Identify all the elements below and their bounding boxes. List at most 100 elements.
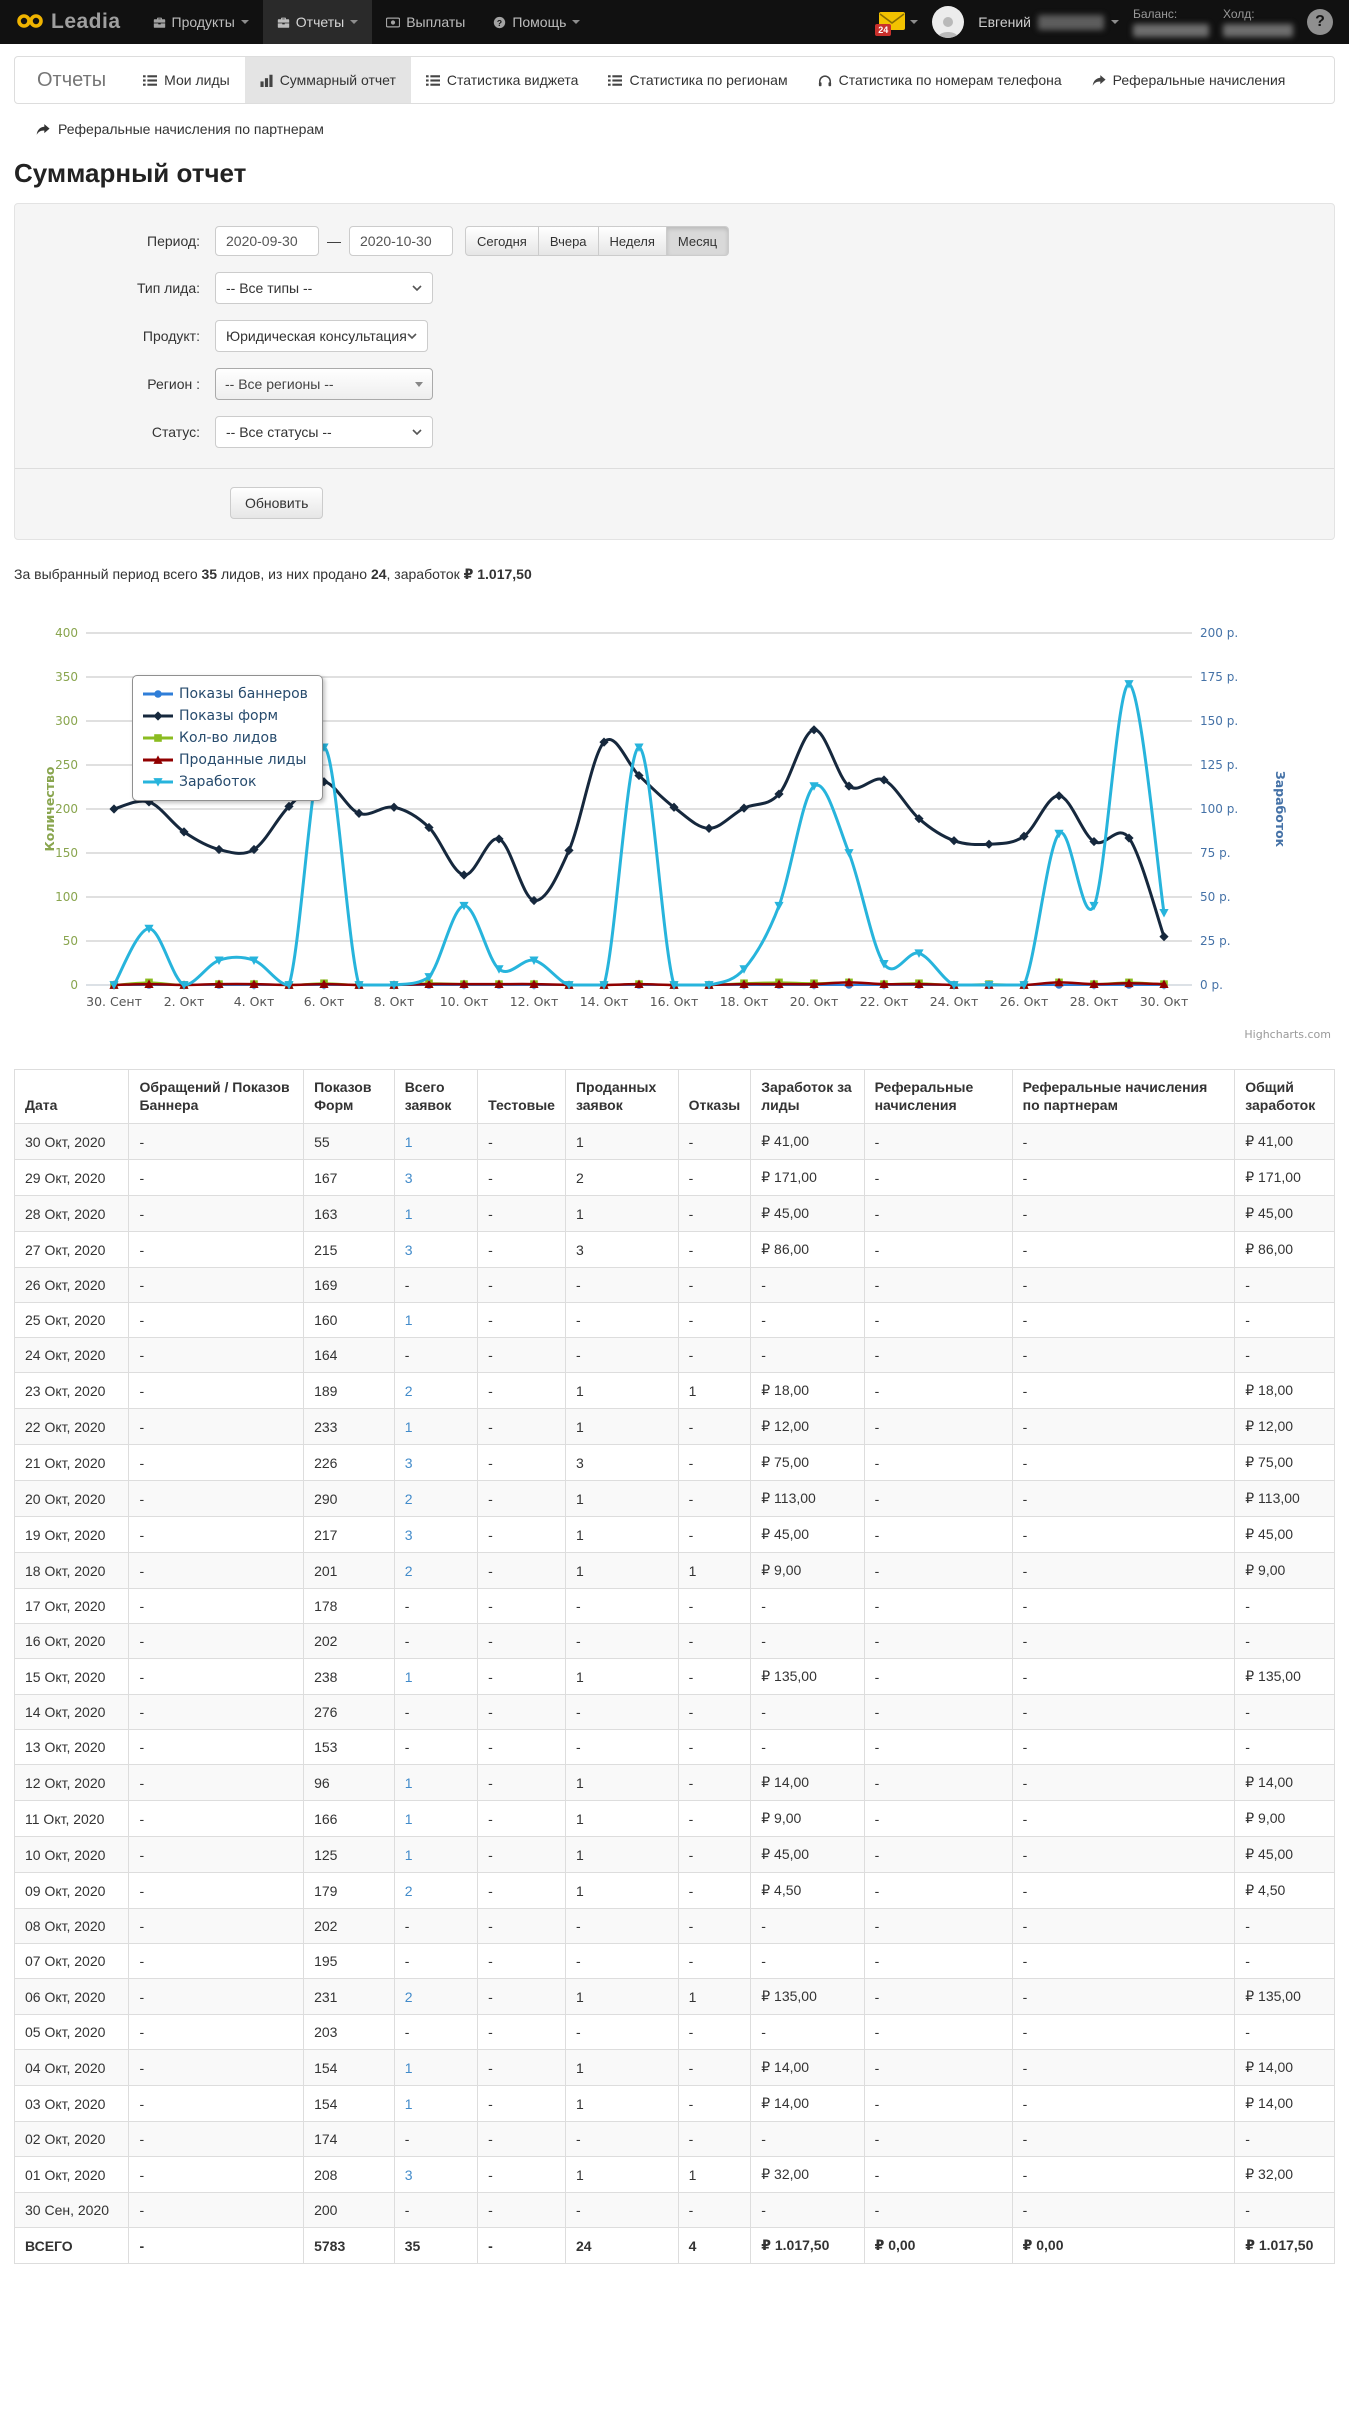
cell: - xyxy=(1011,1372,1236,1409)
status-select[interactable]: -- Все статусы -- xyxy=(215,416,433,448)
lead-count-link[interactable]: 3 xyxy=(404,1241,413,1258)
y-left-axis-title: Количество xyxy=(42,766,57,851)
lead-count-link[interactable]: 2 xyxy=(404,1988,413,2005)
cell: 160 xyxy=(303,1302,395,1338)
lead-count-link[interactable]: 2 xyxy=(404,1882,413,1899)
cell: - xyxy=(1234,1302,1335,1338)
cell: - xyxy=(863,1588,1013,1624)
breadcrumb[interactable]: Реферальные начисления по партнерам xyxy=(14,114,1335,144)
cell: ₽ 135,00 xyxy=(1234,1978,1335,2015)
x-tick-label: 12. Окт xyxy=(510,994,559,1009)
lead-count-link[interactable]: 1 xyxy=(404,1133,413,1150)
cell: - xyxy=(128,2227,305,2264)
lead-count-link[interactable]: 3 xyxy=(404,1454,413,1471)
cell: ₽ 32,00 xyxy=(1234,2156,1335,2193)
svg-text:?: ? xyxy=(497,17,502,27)
help-icon[interactable]: ? xyxy=(1307,9,1333,35)
btn-today[interactable]: Сегодня xyxy=(465,226,539,256)
tab-referral-accruals[interactable]: Реферальные начисления xyxy=(1077,57,1301,103)
lead-count-link[interactable]: 2 xyxy=(404,1490,413,1507)
tab-phone-stats[interactable]: Статистика по номерам телефона xyxy=(803,57,1077,103)
cell: 202 xyxy=(303,1908,395,1944)
status-value: -- Все статусы -- xyxy=(226,424,332,440)
x-tick-label: 8. Окт xyxy=(374,994,415,1009)
product-select[interactable]: Юридическая консультация xyxy=(215,320,428,352)
lead-count-link[interactable]: 3 xyxy=(404,1526,413,1543)
cell: - xyxy=(564,1337,679,1373)
legend-item-4[interactable]: Заработок xyxy=(143,771,308,793)
nav-item-products[interactable]: Продукты xyxy=(139,0,263,44)
lead-count-link[interactable]: 2 xyxy=(404,1382,413,1399)
date-from-input[interactable] xyxy=(215,226,319,256)
column-header: Обращений / Показов Баннера xyxy=(128,1069,305,1124)
mail-menu[interactable]: 24 xyxy=(875,11,919,36)
cell: - xyxy=(863,1123,1013,1160)
update-button[interactable]: Обновить xyxy=(230,487,324,519)
dropdown-arrow-icon xyxy=(415,381,423,387)
lead-count-link[interactable]: 1 xyxy=(404,1846,413,1863)
avatar[interactable] xyxy=(932,6,965,38)
tab-my-leads[interactable]: Мои лиды xyxy=(128,57,245,103)
cell: - xyxy=(477,1908,566,1944)
cell: ₽ 12,00 xyxy=(1234,1408,1335,1445)
cell: 164 xyxy=(303,1337,395,1373)
user-menu[interactable]: Евгений xyxy=(978,14,1119,30)
cell: - xyxy=(393,1588,479,1624)
cell: - xyxy=(1011,1231,1236,1268)
lead-count-link[interactable]: 1 xyxy=(404,1774,413,1791)
legend-label: Показы баннеров xyxy=(179,686,308,702)
lead-count-link[interactable]: 3 xyxy=(404,1169,413,1186)
nav-item-payments[interactable]: Выплаты xyxy=(372,0,479,44)
date-cell: 14 Окт, 2020 xyxy=(13,1694,130,1730)
brand-logo[interactable]: Leadia xyxy=(0,0,139,44)
cell: ₽ 14,00 xyxy=(1234,2085,1335,2122)
lead-type-select[interactable]: -- Все типы -- xyxy=(215,272,433,304)
nav-item-reports[interactable]: Отчеты xyxy=(262,0,373,44)
cell: - xyxy=(128,1372,305,1409)
cell: - xyxy=(128,1302,305,1338)
y-left-tick-label: 300 xyxy=(55,714,78,728)
cell: - xyxy=(128,2192,305,2228)
cell: 195 xyxy=(303,1943,395,1979)
region-select[interactable]: -- Все регионы -- xyxy=(215,368,433,400)
cell: ₽ 14,00 xyxy=(1234,2049,1335,2086)
legend-item-1[interactable]: Показы форм xyxy=(143,705,308,727)
cell: - xyxy=(677,1123,752,1160)
cell: - xyxy=(564,1623,679,1659)
cell: - xyxy=(863,1337,1013,1373)
lead-count-link[interactable]: 1 xyxy=(404,1668,413,1685)
lead-count-link[interactable]: 1 xyxy=(404,1810,413,1827)
cell: ₽ 86,00 xyxy=(750,1231,865,1268)
x-tick-label: 30. Сент xyxy=(86,994,142,1009)
cell: 1 xyxy=(393,2049,479,2086)
cell: - xyxy=(393,1337,479,1373)
cell: - xyxy=(863,1267,1013,1303)
legend-item-2[interactable]: Кол-во лидов xyxy=(143,727,308,749)
tab-widget-stats[interactable]: Статистика виджета xyxy=(411,57,594,103)
date-to-input[interactable] xyxy=(349,226,453,256)
lead-count-link[interactable]: 1 xyxy=(404,1205,413,1222)
cell: - xyxy=(477,1800,566,1837)
lead-count-link[interactable]: 1 xyxy=(404,1312,413,1328)
btn-yesterday[interactable]: Вчера xyxy=(537,226,599,256)
legend-item-3[interactable]: Проданные лиды xyxy=(143,749,308,771)
cell: ₽ 14,00 xyxy=(1234,1764,1335,1801)
lead-count-link[interactable]: 3 xyxy=(404,2166,413,2183)
cell: - xyxy=(677,1516,752,1553)
highcharts-credits[interactable]: Highcharts.com xyxy=(1244,1028,1331,1041)
hold-block: Холд: xyxy=(1223,7,1293,37)
btn-month[interactable]: Месяц xyxy=(665,226,730,256)
lead-count-link[interactable]: 1 xyxy=(404,2059,413,2076)
legend-item-0[interactable]: Показы баннеров xyxy=(143,683,308,705)
y-right-tick-label: 125 р. xyxy=(1200,758,1238,772)
btn-week[interactable]: Неделя xyxy=(597,226,667,256)
cell: - xyxy=(1011,1729,1236,1765)
lead-count-link[interactable]: 1 xyxy=(404,2095,413,2112)
lead-count-link[interactable]: 1 xyxy=(404,1418,413,1435)
tab-region-stats[interactable]: Статистика по регионам xyxy=(593,57,802,103)
tab-summary-report[interactable]: Суммарный отчет xyxy=(244,57,411,103)
cell: 1 xyxy=(564,1800,679,1837)
nav-item-help[interactable]: ? Помощь xyxy=(479,0,594,44)
lead-count-link[interactable]: 2 xyxy=(404,1562,413,1579)
cell: ₽ 1.017,50 xyxy=(1234,2227,1335,2264)
